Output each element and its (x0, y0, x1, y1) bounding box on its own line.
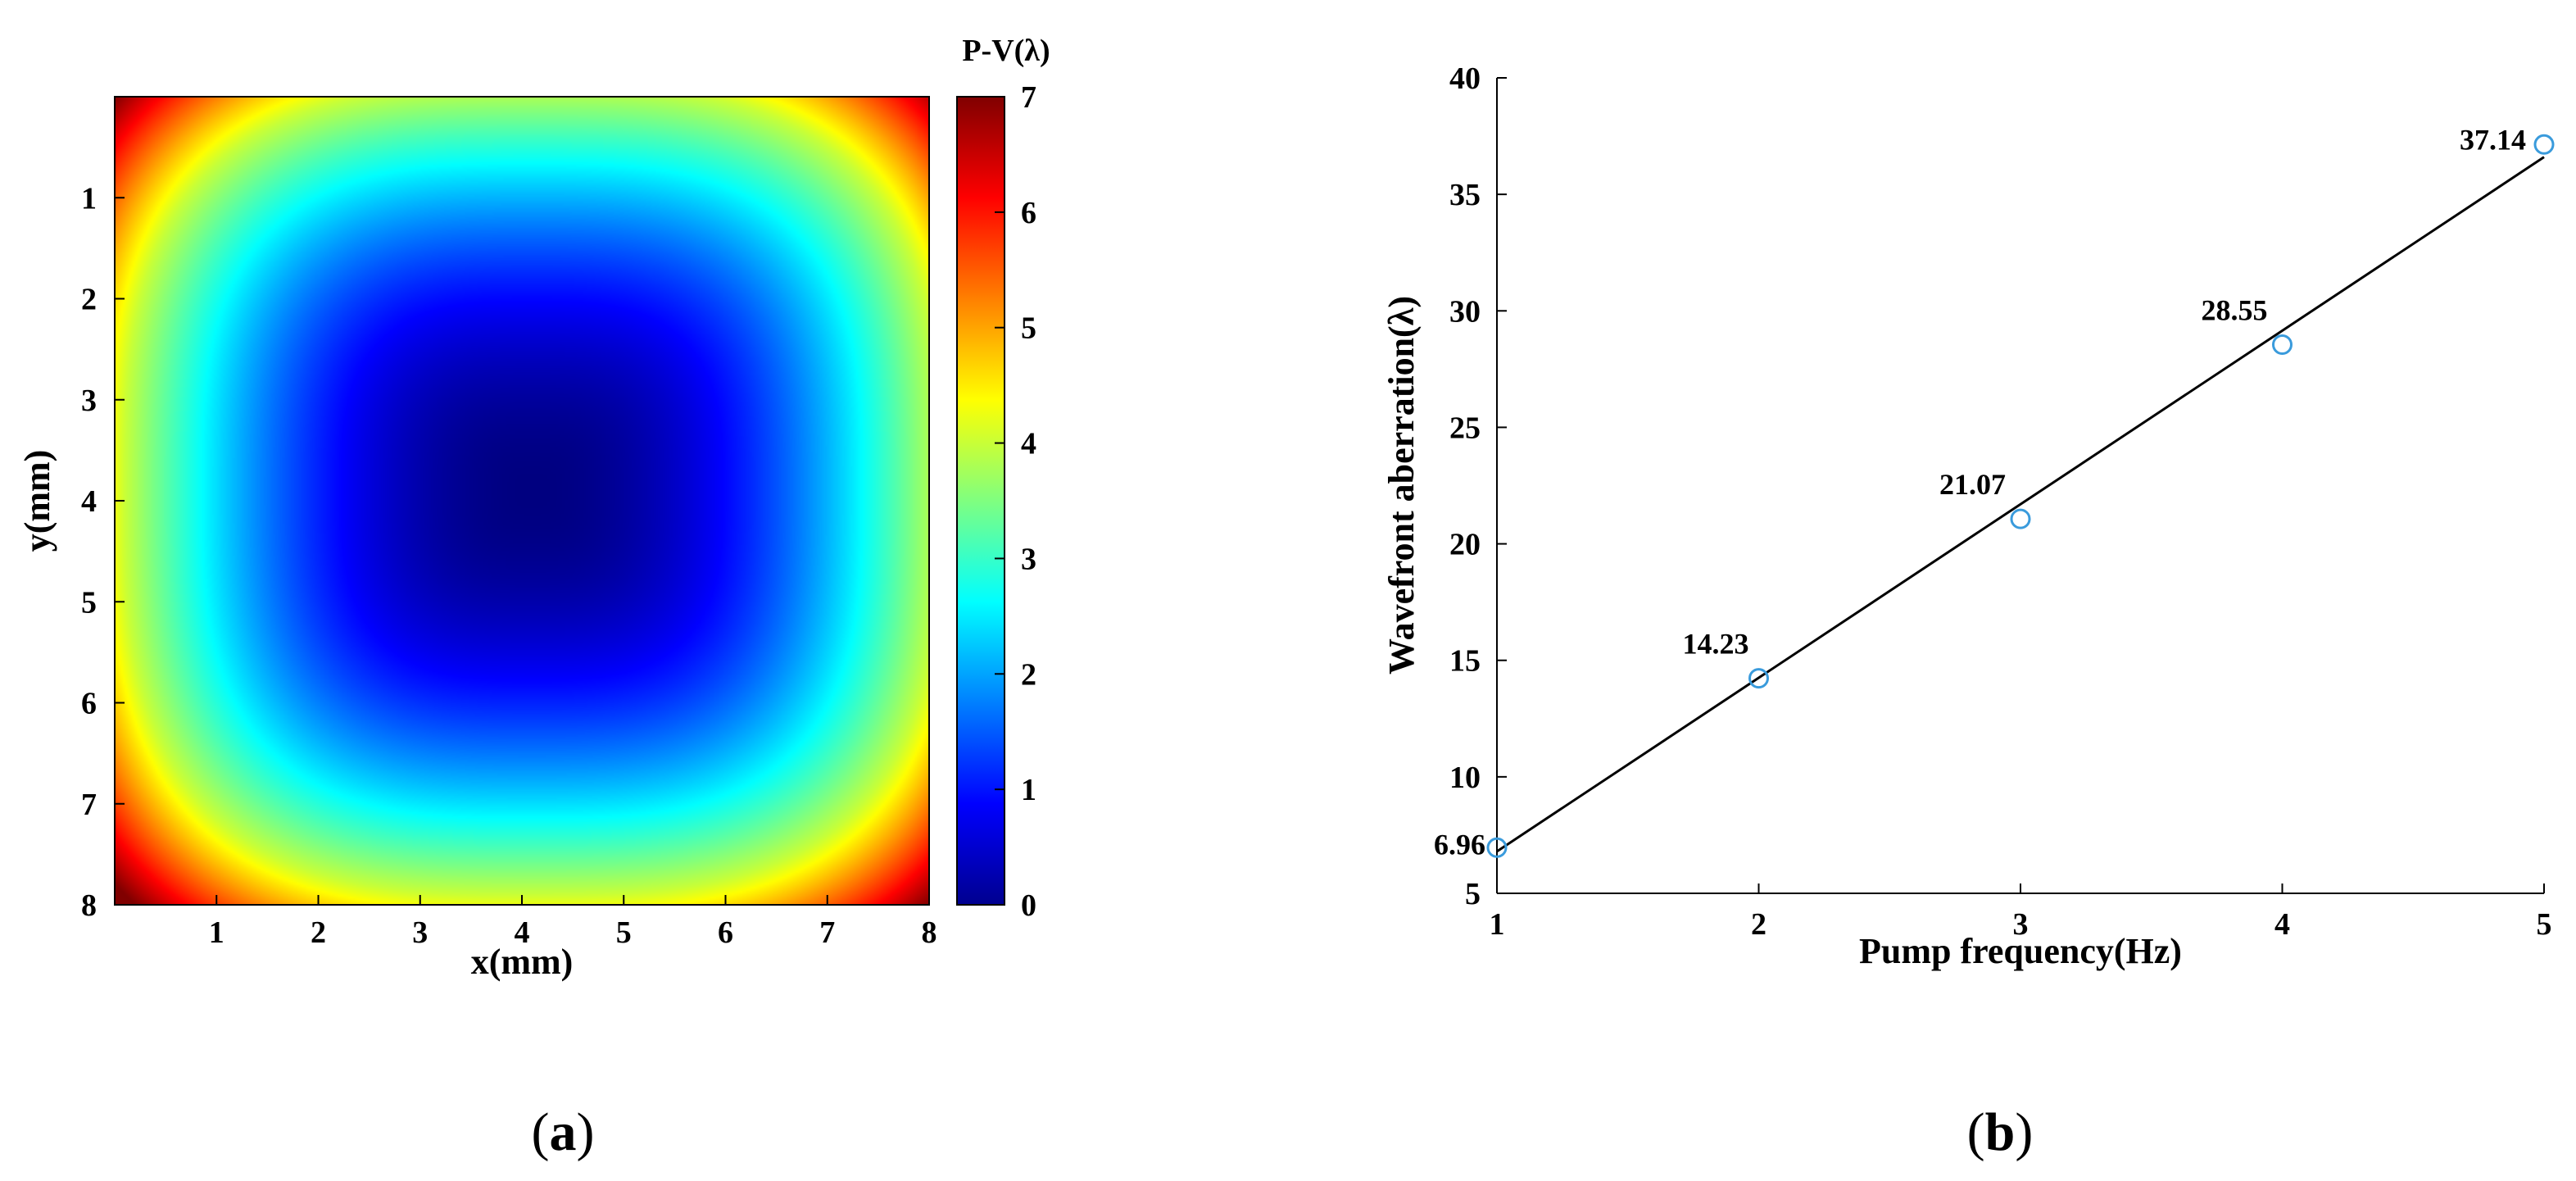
colorbar-tick-label: 1 (1021, 773, 1036, 807)
heatmap-x-tick-label: 1 (209, 915, 224, 950)
heatmap-y-tick-label: 1 (81, 181, 97, 216)
scatter-y-axis-title: Wavefront aberration(λ) (1381, 296, 1422, 675)
panel-label-a: (a) (532, 1102, 595, 1162)
heatmap-x-tick-label: 3 (412, 915, 428, 950)
scatter-panel: 1 2 3 4 5 5 10 15 20 25 30 35 40 6.96 14.23 21.07 28.5… (1381, 61, 2555, 971)
scatter-data-labels: 6.96 14.23 21.07 28.55 37.14 (1434, 123, 2526, 861)
scatter-x-tick-label: 4 (2274, 907, 2290, 942)
scatter-x-tick-label: 2 (1751, 907, 1766, 942)
colorbar-tick-label: 2 (1021, 657, 1036, 692)
colorbar-tick-label: 3 (1021, 542, 1036, 576)
heatmap-x-tick-label: 2 (311, 915, 326, 950)
scatter-y-tick-label: 30 (1449, 294, 1481, 329)
scatter-y-tick-label: 35 (1449, 178, 1481, 212)
scatter-x-tick-label: 5 (2537, 907, 2552, 942)
scatter-x-tick-label: 1 (1490, 907, 1505, 942)
heatmap-y-axis-title: y(mm) (17, 450, 57, 552)
colorbar-tick-label: 4 (1021, 427, 1036, 461)
data-label: 6.96 (1434, 828, 1485, 861)
colorbar-tick-label: 5 (1021, 311, 1036, 346)
heatmap-x-ticks: 1 2 3 4 5 6 7 8 (209, 895, 937, 950)
heatmap-y-tick-label: 2 (81, 283, 97, 317)
heatmap-y-ticks: 1 2 3 4 5 6 7 8 (81, 181, 125, 923)
data-label: 21.07 (1939, 468, 2006, 501)
data-point (1748, 668, 1769, 689)
colorbar-title: P-V(λ) (962, 34, 1050, 68)
heatmap-y-tick-label: 7 (81, 788, 97, 822)
scatter-y-tick-label: 25 (1449, 411, 1481, 445)
data-label: 28.55 (2202, 294, 2268, 327)
heatmap-y-tick-label: 5 (81, 585, 97, 620)
scatter-y-ticks: 5 10 15 20 25 30 35 40 (1449, 61, 1507, 911)
scatter-y-tick-label: 10 (1449, 761, 1481, 795)
heatmap-x-tick-label: 8 (922, 915, 937, 950)
data-point (2272, 334, 2293, 356)
colorbar-ticks: 0 1 2 3 4 5 6 7 (995, 80, 1036, 923)
data-label: 14.23 (1683, 628, 1749, 661)
heatmap-x-tick-label: 4 (515, 915, 530, 950)
scatter-x-tick-label: 3 (2013, 907, 2029, 942)
data-label: 37.14 (2460, 123, 2526, 156)
scatter-points (1486, 134, 2555, 858)
heatmap-y-tick-label: 3 (81, 384, 97, 418)
data-point (1486, 837, 1508, 858)
data-point (2533, 134, 2555, 155)
colorbar-tick-label: 7 (1021, 80, 1036, 115)
heatmap-x-tick-label: 7 (819, 915, 835, 950)
scatter-y-tick-label: 15 (1449, 644, 1481, 679)
scatter-y-tick-label: 40 (1449, 61, 1481, 96)
heatmap-panel: 1 2 3 4 5 6 7 8 1 2 3 4 5 6 7 8 x(mm) y(mm) 0 1 2 3 4 5 6 7 P… (17, 34, 1050, 982)
heatmap-x-tick-label: 6 (718, 915, 733, 950)
data-point (2010, 508, 2031, 529)
heatmap-x-tick-label: 5 (616, 915, 632, 950)
scatter-x-axis-title: Pump frequency(Hz) (1859, 931, 2182, 971)
fit-line (1496, 156, 2545, 853)
scatter-x-ticks: 1 2 3 4 5 (1490, 883, 2552, 942)
colorbar-tick-label: 0 (1021, 888, 1036, 923)
colorbar (956, 96, 1005, 906)
heatmap-x-axis-title: x(mm) (471, 942, 574, 982)
scatter-y-tick-label: 20 (1449, 528, 1481, 562)
scatter-y-tick-label: 5 (1465, 877, 1481, 911)
colorbar-tick-label: 6 (1021, 196, 1036, 230)
heatmap-y-tick-label: 8 (81, 888, 97, 923)
panel-label-b: (b) (1967, 1102, 2034, 1162)
heatmap-y-tick-label: 6 (81, 687, 97, 721)
heatmap-image (115, 97, 929, 905)
heatmap-y-tick-label: 4 (81, 484, 97, 519)
